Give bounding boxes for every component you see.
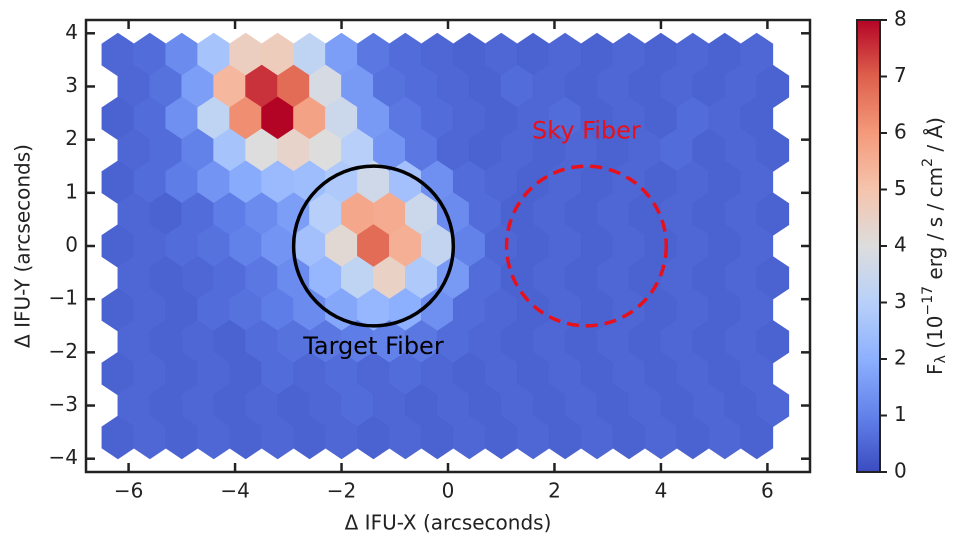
y-tick-label: 1 [65,179,78,203]
colorbar-tick-label: 0 [894,459,907,483]
colorbar-tick-label: 5 [894,176,907,200]
colorbar-tick-label: 2 [894,346,907,370]
colorbar-label-part: 2 [920,158,936,167]
hex-cell [740,415,774,460]
x-tick-label: 6 [761,479,774,503]
x-tick-label: −6 [114,479,143,503]
y-tick-label: −4 [49,445,78,469]
y-tick-label: −3 [49,392,78,416]
colorbar-tick-label: 3 [894,289,907,313]
x-tick-label: 4 [655,479,668,503]
y-tick-label: 3 [65,73,78,97]
annotation: Sky Fiber [532,117,641,145]
hexbin-layer [101,32,790,460]
colorbar-tick-label: 4 [894,233,907,257]
colorbar-tick-label: 1 [894,402,907,426]
colorbar-label-part: λ [933,355,949,363]
annotation: Target Fiber [302,332,444,360]
y-tick-label: −2 [49,339,78,363]
x-tick-label: 2 [548,479,561,503]
colorbar-tick-label: 7 [894,63,907,87]
y-axis-label: Δ IFU-Y (arcseconds) [11,144,35,348]
colorbar-tick-label: 8 [894,7,907,31]
fiber-circle [504,164,669,328]
overlay: Target Fiber Sky Fiber [291,117,669,360]
colorbar-label-part: erg / s / cm [923,167,947,286]
colorbar-label-part: (10 [923,316,947,356]
y-tick-label: 0 [65,233,78,257]
x-tick-label: −2 [327,479,356,503]
x-tick-label: 0 [442,479,455,503]
colorbar-label: Fλ (10−17 erg / s / cm2 / Å) [920,117,949,375]
fiber-circle [291,164,456,328]
colorbar [856,19,881,473]
colorbar-label-part: −17 [920,286,936,316]
y-tick-label: 2 [65,126,78,150]
colorbar-tick-label: 6 [894,120,907,144]
y-tick-label: −1 [49,286,78,310]
colorbar-label-part: F [923,363,947,375]
colorbar-label-part: / Å) [923,117,947,158]
x-tick-label: −4 [220,479,249,503]
x-axis-label: Δ IFU-X (arcseconds) [345,511,552,535]
y-tick-label: 4 [65,20,78,44]
